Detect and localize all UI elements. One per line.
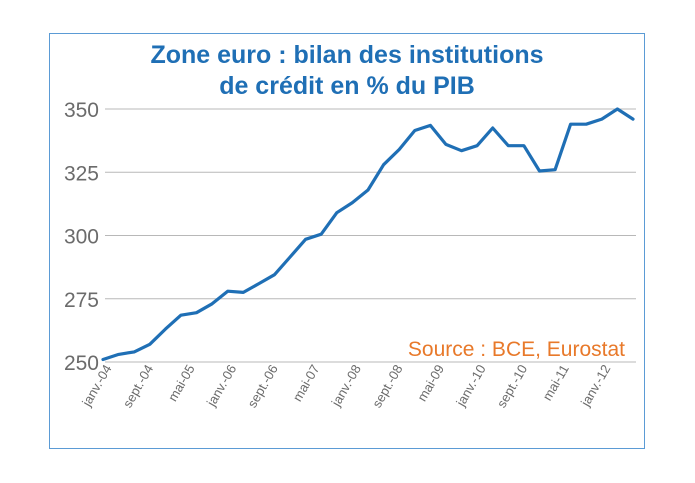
series-group bbox=[101, 107, 635, 362]
x-tick-label-2: mai-05 bbox=[165, 362, 198, 404]
chart-title-line-2: de crédit en % du PIB bbox=[219, 72, 475, 100]
y-axis: 250 275 300 325 350 bbox=[64, 99, 99, 375]
x-tick-label-4: sept.-06 bbox=[244, 362, 280, 410]
chart-title: Zone euro : bilan des institutions de cr… bbox=[49, 40, 645, 102]
y-tick-label-350: 350 bbox=[64, 99, 99, 122]
y-tick-label-275: 275 bbox=[64, 289, 99, 312]
source-note: Source : BCE, Eurostat bbox=[408, 338, 625, 361]
x-tick-label-6: janv.-08 bbox=[328, 362, 364, 410]
x-tick-label-3: janv.-06 bbox=[203, 362, 239, 410]
x-tick-label-5: mai-07 bbox=[290, 362, 323, 404]
x-tick-label-7: sept.-08 bbox=[369, 362, 405, 410]
series-line bbox=[101, 107, 635, 362]
x-tick-label-12: janv.-12 bbox=[577, 362, 613, 410]
chart-title-line-1: Zone euro : bilan des institutions bbox=[150, 41, 544, 69]
x-tick-label-10: sept.-10 bbox=[494, 362, 530, 410]
x-tick-label-1: sept.-04 bbox=[120, 362, 156, 410]
y-tick-label-325: 325 bbox=[64, 162, 99, 185]
x-axis: janv.-04 sept.-04 mai-05 janv.-06 sept.-06 ma… bbox=[78, 362, 613, 410]
y-tick-label-300: 300 bbox=[64, 226, 99, 249]
x-tick-label-8: mai-09 bbox=[414, 362, 447, 404]
y-tick-label-250: 250 bbox=[64, 352, 99, 375]
chart-frame bbox=[49, 33, 645, 449]
x-tick-label-9: janv.-10 bbox=[453, 362, 489, 410]
x-tick-label-11: mai-11 bbox=[539, 362, 571, 403]
gridlines bbox=[105, 108, 636, 363]
